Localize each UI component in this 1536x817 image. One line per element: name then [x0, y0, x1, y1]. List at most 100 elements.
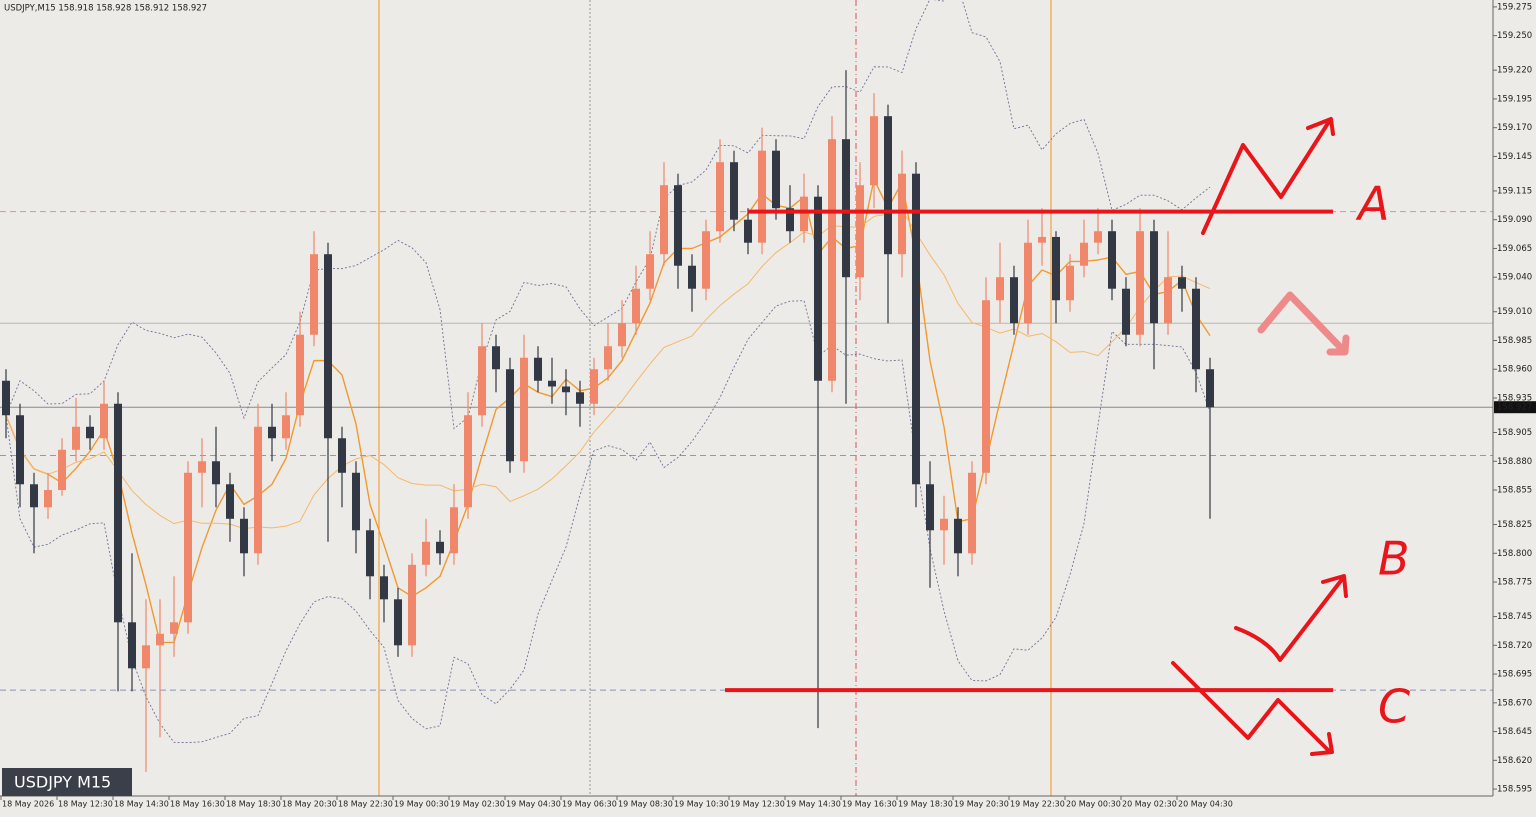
candle-body	[842, 139, 850, 278]
candle-body	[730, 162, 738, 220]
bollinger-lower	[5, 300, 1211, 744]
candle-body	[954, 518, 962, 554]
candle-body	[1038, 236, 1046, 243]
candle-body	[226, 484, 234, 519]
x-tick-label: 18 May 18:30	[226, 800, 281, 809]
y-tick-label: 159.195	[1497, 94, 1532, 104]
candle-body	[296, 334, 304, 416]
zone-lines	[725, 209, 1333, 693]
candle-body	[478, 346, 486, 416]
candle-body	[1192, 288, 1200, 370]
candle-body	[1136, 231, 1144, 335]
y-tick-label: 158.855	[1497, 486, 1532, 496]
candle-body	[898, 173, 906, 255]
y-tick-label: 158.960	[1497, 365, 1532, 375]
candle-body	[408, 564, 416, 646]
candle-body	[968, 472, 976, 554]
candle-body	[800, 196, 808, 232]
candle-body	[1150, 231, 1158, 324]
slow-ma	[5, 209, 1211, 530]
x-tick-label: 19 May 10:30	[674, 800, 729, 809]
candle-body	[128, 622, 136, 669]
y-axis: 159.275 159.250 159.220 159.195 159.170 159.1…	[1492, 0, 1536, 817]
candle-body	[100, 403, 108, 439]
candle-body	[2, 380, 10, 416]
candle-body	[1164, 277, 1172, 324]
x-tick-label: 19 May 02:30	[450, 800, 505, 809]
y-tick-label: 159.275	[1497, 2, 1532, 12]
candle-body	[562, 386, 570, 393]
x-tick-label: 18 May 14:30	[114, 800, 169, 809]
candle-body	[72, 426, 80, 450]
x-tick-label: 19 May 12:30	[730, 800, 785, 809]
annotation-letter: B	[1378, 532, 1410, 586]
annotation-letter: C	[1378, 680, 1410, 734]
y-tick-label: 158.825	[1497, 520, 1532, 530]
candle-body	[142, 645, 150, 669]
candle-body	[436, 541, 444, 554]
candle-body	[716, 162, 724, 232]
x-tick-label: 19 May 06:30	[562, 800, 617, 809]
candle-body	[310, 254, 318, 335]
arrow-down-c	[1171, 661, 1334, 756]
candle-body	[156, 633, 164, 646]
candle-body	[590, 369, 598, 404]
x-tick-label: 19 May 14:30	[786, 800, 841, 809]
x-tick-label: 20 May 04:30	[1178, 800, 1233, 809]
candle-body	[688, 265, 696, 289]
candle-body	[828, 139, 836, 381]
y-tick-label: 159.010	[1497, 307, 1532, 317]
candle-body	[744, 219, 752, 243]
candle-body	[394, 599, 402, 646]
x-tick-label: 19 May 22:30	[1010, 800, 1065, 809]
candle-body	[912, 173, 920, 485]
y-tick-label: 159.145	[1497, 152, 1532, 162]
x-tick-label: 19 May 20:30	[954, 800, 1009, 809]
x-tick-label: 18 May 12:30	[58, 800, 113, 809]
candle-body	[254, 426, 262, 554]
x-tick-label: 20 May 02:30	[1122, 800, 1177, 809]
candle-body	[604, 346, 612, 370]
x-tick-label: 19 May 04:30	[506, 800, 561, 809]
candle-body	[324, 254, 332, 439]
x-tick-label: 18 May 20:30	[282, 800, 337, 809]
y-tick-label: 158.620	[1497, 756, 1532, 766]
candle-body	[1066, 265, 1074, 301]
x-tick-label: 19 May 16:30	[842, 800, 897, 809]
y-tick-label: 158.905	[1497, 428, 1532, 438]
last-price-badge	[1494, 401, 1536, 414]
candle-body	[940, 518, 948, 531]
candle-body	[492, 346, 500, 370]
x-tick-label: 19 May 08:30	[618, 800, 673, 809]
y-tick-label: 159.090	[1497, 215, 1532, 225]
candle-body	[884, 116, 892, 255]
candle-body	[1080, 242, 1088, 266]
x-tick-label: 19 May 18:30	[898, 800, 953, 809]
candle-body	[338, 438, 346, 473]
candle-body	[674, 185, 682, 266]
x-axis: 18 May 2026 18 May 12:30 18 May 14:30 18 Ma…	[0, 795, 1493, 809]
candle-body	[86, 426, 94, 439]
y-tick-label: 158.800	[1497, 549, 1532, 559]
candle-body	[1024, 242, 1032, 324]
candle-body	[772, 150, 780, 209]
candle-body	[996, 277, 1004, 301]
candle-body	[1094, 231, 1102, 243]
candle-body	[520, 357, 528, 462]
x-tick-label: 19 May 00:30	[394, 800, 449, 809]
candle-body	[870, 116, 878, 186]
candle-body	[268, 426, 276, 439]
candle-body	[366, 530, 374, 577]
chart-title: USDJPY,M15 158.918 158.928 158.912 158.9…	[4, 4, 207, 14]
candle-body	[114, 403, 122, 623]
y-tick-label: 158.595	[1497, 785, 1532, 795]
candle-body	[1178, 277, 1186, 289]
x-tick-label: 20 May 00:30	[1066, 800, 1121, 809]
candle-body	[814, 196, 822, 381]
candle-body	[1052, 236, 1060, 301]
y-tick-label: 159.115	[1497, 186, 1532, 196]
candle-body	[30, 484, 38, 508]
y-tick-label: 158.935	[1497, 394, 1532, 404]
bollinger-upper	[5, 0, 1211, 430]
